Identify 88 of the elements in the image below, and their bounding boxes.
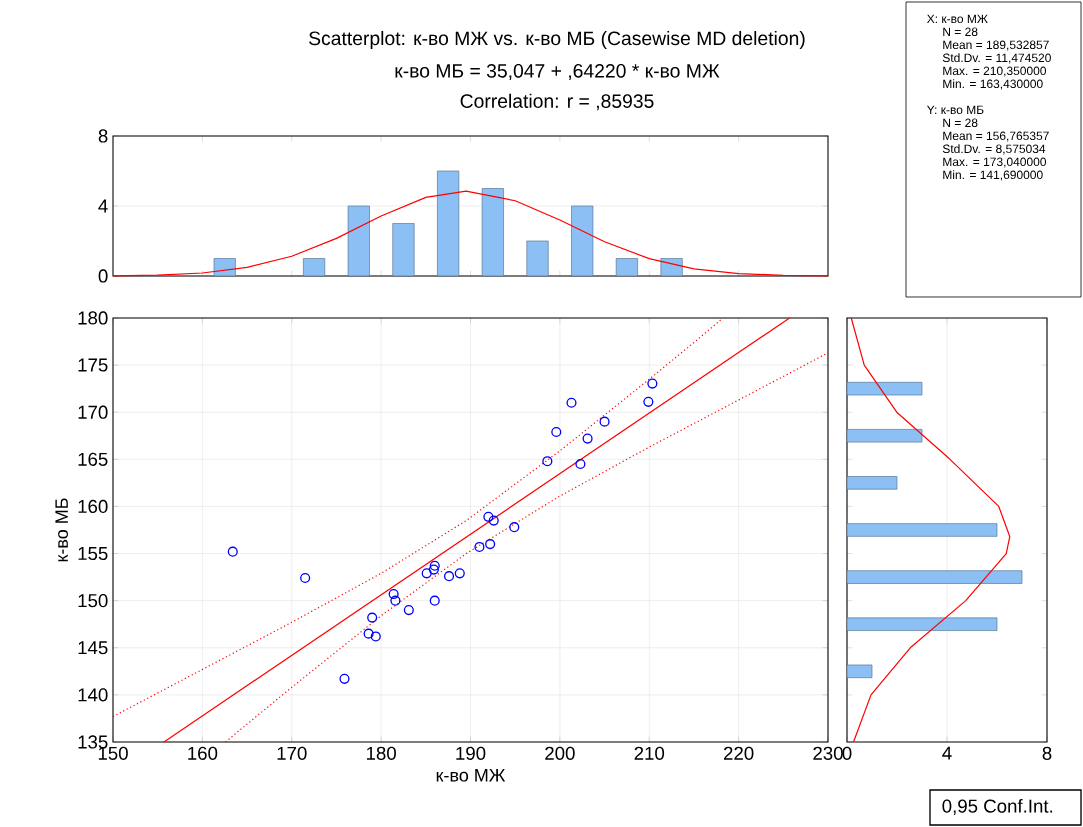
text: Y: к-во МБ	[926, 105, 984, 115]
text: Correlation: r = ,85935	[460, 93, 654, 111]
bar	[213, 258, 236, 277]
y-tick-label: 4	[98, 199, 108, 213]
x-axis-title: к-во МЖ	[436, 769, 506, 782]
bar	[846, 429, 923, 443]
bar	[571, 205, 594, 277]
y-tick-label: 150	[78, 594, 108, 608]
point	[599, 416, 610, 427]
text: 0,95 Conf.Int.	[942, 799, 1053, 815]
y-tick-label: 0	[98, 269, 108, 283]
x-tick-label: 220	[723, 746, 754, 760]
x-tick-label: 170	[277, 746, 307, 760]
text: Mean = 189,532857	[943, 40, 1049, 51]
point	[485, 539, 496, 550]
point	[429, 595, 440, 606]
point	[390, 595, 401, 606]
x-tick-label: 210	[634, 746, 665, 760]
bar	[481, 188, 504, 277]
point	[370, 631, 381, 642]
y-axis-title: к-во МБ	[55, 498, 68, 562]
text: Std.Dv. = 11,474520	[942, 53, 1051, 64]
text: Max. = 210,350000	[943, 66, 1047, 77]
text: Mean = 156,765357	[943, 131, 1049, 142]
x-tick-label: 180	[366, 746, 396, 760]
y-tick-label: 145	[78, 641, 108, 655]
point	[428, 564, 439, 575]
y-tick-label: 160	[78, 499, 108, 514]
point	[483, 511, 494, 522]
point	[582, 433, 593, 444]
y-tick-label: 180	[78, 311, 108, 325]
point	[388, 588, 399, 600]
chart-title: Scatterplot: к-во МЖ vs. к-во МБ (Casewise MD deletion)	[309, 30, 805, 49]
bar	[526, 240, 549, 277]
bar	[846, 664, 873, 679]
chart-subtitle: к-во МБ = 35,047 + ,64220 * к-во МЖ	[395, 63, 720, 80]
x-tick-label: 8	[1042, 746, 1052, 760]
bar	[303, 258, 326, 277]
bar	[660, 258, 683, 277]
point	[300, 572, 311, 584]
x-tick-label: 0	[842, 746, 852, 760]
point	[647, 378, 658, 389]
y-tick-label: 170	[78, 405, 108, 419]
y-tick-label: 140	[78, 688, 108, 702]
point	[643, 396, 654, 407]
x-tick-label: 200	[545, 746, 575, 760]
y-tick-label: 165	[78, 452, 108, 466]
point	[227, 546, 238, 557]
point	[429, 560, 440, 571]
bar	[846, 570, 1023, 584]
point	[566, 397, 577, 408]
point	[421, 568, 432, 579]
y-tick-label: 155	[78, 547, 108, 561]
point	[488, 515, 499, 526]
point	[454, 568, 465, 579]
bar	[615, 258, 638, 277]
y-tick-label: 8	[98, 129, 108, 143]
x-tick-label: 190	[456, 746, 486, 760]
text: Min. = 141,690000	[943, 170, 1043, 181]
bar	[392, 223, 415, 277]
point	[403, 605, 414, 616]
text: Min. = 163,430000	[943, 79, 1043, 90]
x-tick-label: 160	[188, 746, 218, 760]
point	[551, 426, 562, 438]
point	[509, 522, 520, 533]
x-tick-label: 230	[813, 746, 843, 760]
bar	[846, 617, 998, 631]
line-series	[112, 190, 829, 277]
y-tick-label: 175	[78, 358, 108, 372]
point	[367, 612, 378, 623]
point	[542, 456, 553, 467]
bar	[846, 381, 923, 396]
x-tick-label: 4	[942, 746, 952, 760]
point	[339, 673, 350, 684]
bar	[846, 476, 898, 490]
bar	[846, 523, 998, 537]
text: Std.Dv. = 8,575034	[942, 144, 1046, 155]
text: N = 28	[943, 27, 978, 37]
bar	[437, 170, 460, 277]
bar	[347, 205, 370, 277]
point	[474, 541, 485, 553]
point	[575, 458, 586, 470]
text: N = 28	[943, 118, 978, 128]
text: Max. = 173,040000	[943, 157, 1047, 168]
text: X: к-во МЖ	[926, 14, 988, 24]
line-series	[225, 352, 829, 743]
point	[443, 571, 455, 582]
point	[363, 628, 374, 639]
